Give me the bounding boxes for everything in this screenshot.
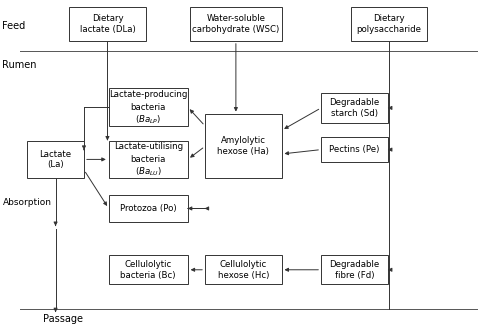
Bar	[109, 141, 188, 178]
Bar	[69, 7, 146, 41]
Text: Dietary
polysaccharide: Dietary polysaccharide	[357, 14, 421, 34]
Text: $(Ba_{LU})$: $(Ba_{LU})$	[135, 165, 162, 178]
Bar	[109, 88, 188, 126]
Text: Water-soluble
carbohydrate (WSC): Water-soluble carbohydrate (WSC)	[192, 14, 280, 34]
Text: Rumen: Rumen	[2, 60, 37, 70]
Bar	[321, 93, 388, 123]
Text: Degradable
fibre (Fd): Degradable fibre (Fd)	[329, 260, 379, 280]
Bar	[190, 7, 282, 41]
Text: Lactate
(La): Lactate (La)	[40, 149, 72, 169]
Text: $(Ba_{LP})$: $(Ba_{LP})$	[135, 113, 162, 126]
Text: Pectins (Pe): Pectins (Pe)	[329, 145, 379, 154]
Bar	[109, 195, 188, 222]
Bar	[321, 137, 388, 162]
Text: bacteria: bacteria	[130, 155, 166, 164]
Text: bacteria: bacteria	[130, 103, 166, 112]
Text: Cellulolytic
bacteria (Bc): Cellulolytic bacteria (Bc)	[121, 260, 176, 280]
Text: Amylolytic
hexose (Ha): Amylolytic hexose (Ha)	[217, 136, 269, 156]
Text: Absorption: Absorption	[2, 198, 51, 207]
Text: Passage: Passage	[43, 314, 83, 324]
Bar	[351, 7, 427, 41]
Bar	[27, 141, 84, 178]
Text: Lactate-utilising: Lactate-utilising	[114, 143, 183, 151]
Text: Protozoa (Po): Protozoa (Po)	[120, 204, 176, 213]
Text: Degradable
starch (Sd): Degradable starch (Sd)	[329, 98, 379, 118]
Bar	[205, 255, 282, 284]
Text: Feed: Feed	[2, 21, 26, 31]
Bar	[321, 255, 388, 284]
Text: Lactate-producing: Lactate-producing	[109, 90, 187, 99]
Text: Cellulolytic
hexose (Hc): Cellulolytic hexose (Hc)	[218, 260, 269, 280]
Bar	[109, 255, 188, 284]
Text: Dietary
lactate (DLa): Dietary lactate (DLa)	[80, 14, 135, 34]
Bar	[205, 114, 282, 178]
